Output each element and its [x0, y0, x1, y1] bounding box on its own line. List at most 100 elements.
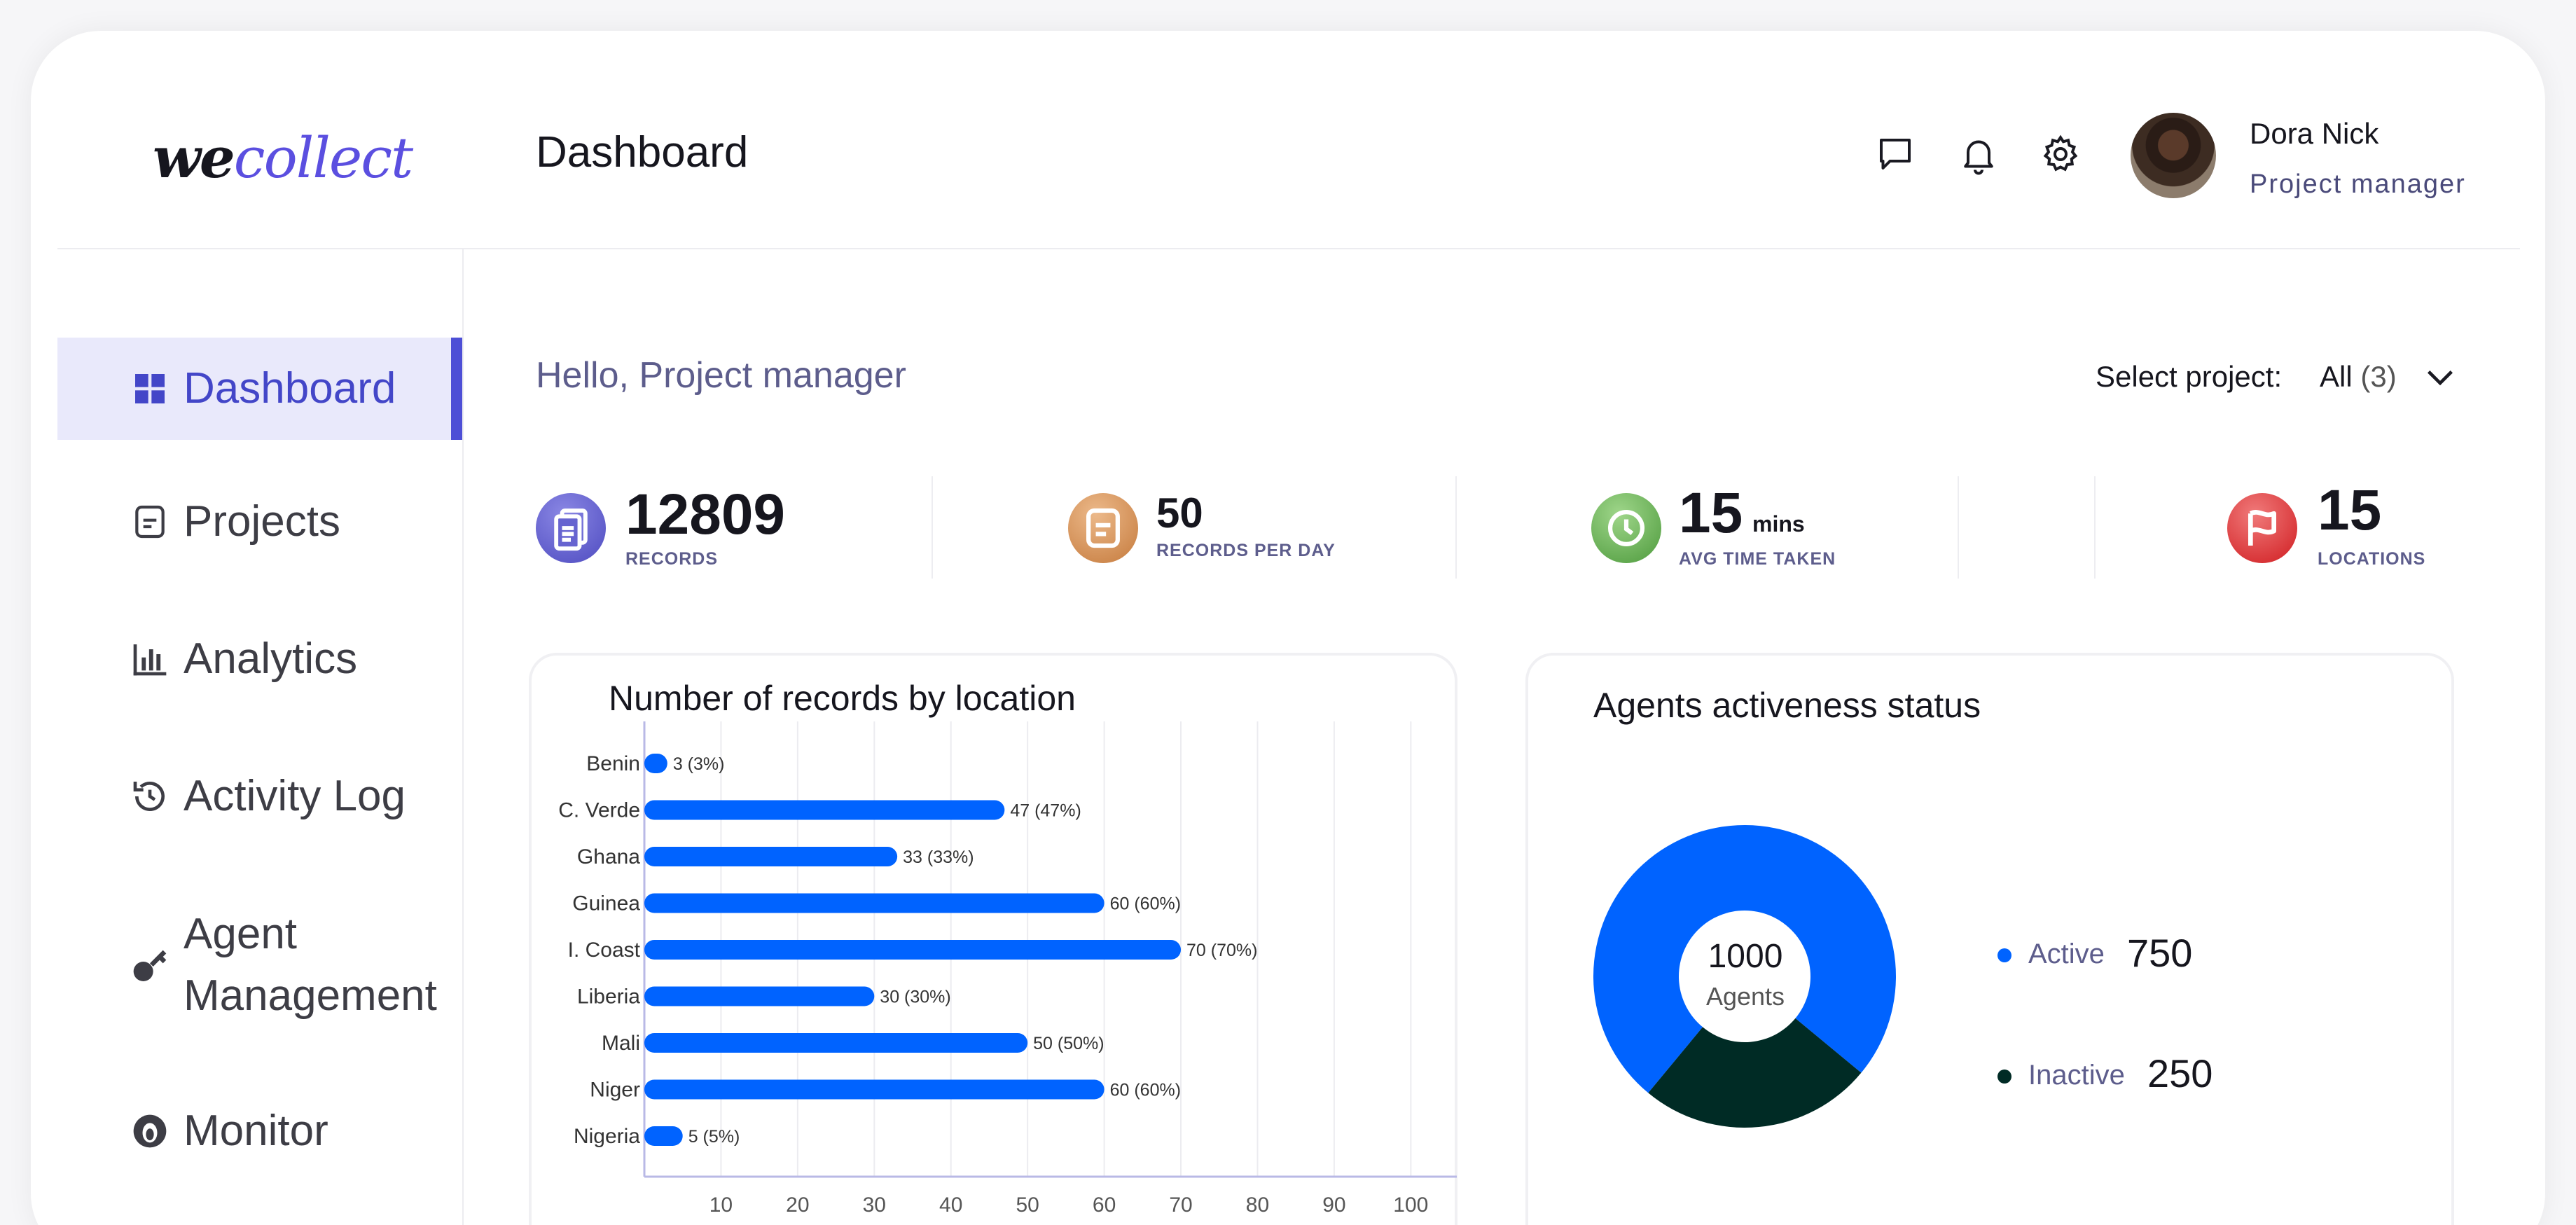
x-tick-label: 30 — [863, 1193, 886, 1217]
x-tick-label: 20 — [786, 1193, 809, 1217]
agents-total: 1000 — [1708, 938, 1783, 975]
legend-dot-inactive — [1997, 1070, 2011, 1084]
bar-chart-icon — [133, 644, 167, 676]
y-tick-label: Benin — [586, 752, 640, 775]
avg-time-label: AVG TIME TAKEN — [1679, 549, 1836, 569]
user-role: Project manager — [2250, 169, 2466, 199]
bar-data-label: 70 (70%) — [1186, 941, 1257, 960]
sidebar-item-label: Activity Log — [183, 772, 406, 820]
y-tick-label: Mali — [602, 1032, 640, 1055]
sidebar-item-label: Dashboard — [183, 364, 396, 413]
avg-time-unit: mins — [1752, 511, 1805, 537]
locations-value: 15 — [2318, 478, 2382, 542]
records-by-location-panel — [529, 653, 1457, 1225]
sidebar-item-monitor[interactable]: Monitor — [57, 1080, 462, 1182]
y-tick-label: Liberia — [577, 985, 640, 1009]
bar-ghana[interactable] — [644, 847, 898, 866]
bar-benin[interactable] — [644, 754, 667, 773]
wecollect-logo[interactable]: wecollect — [153, 125, 413, 191]
stat-divider — [932, 476, 933, 579]
records-chart-title: Number of records by location — [609, 679, 1076, 718]
bar-data-label: 33 (33%) — [903, 847, 974, 867]
legend-label-inactive: Inactive — [2028, 1060, 2125, 1091]
chat-icon[interactable] — [1874, 133, 1916, 175]
donut-slice-active[interactable] — [1593, 825, 1896, 1093]
eye-icon — [133, 1114, 167, 1148]
flag-icon — [2227, 493, 2297, 563]
bar-data-label: 30 (30%) — [880, 988, 950, 1007]
sidebar-item-agent-management[interactable]: Agent Management — [57, 897, 462, 1037]
stat-divider — [1455, 476, 1457, 579]
agents-chart-title: Agents activeness status — [1593, 686, 1981, 725]
bar-data-label: 50 (50%) — [1033, 1034, 1104, 1053]
records-bar-chart: 10 20 30 40 50 60 70 80 90 100 Benin 3 (3%) C. Verde… — [558, 721, 1457, 1217]
records-per-day-value: 50 — [1156, 490, 1203, 537]
x-tick-label: 70 — [1169, 1193, 1192, 1217]
bar-niger[interactable] — [644, 1079, 1105, 1100]
bar-nigeria[interactable] — [644, 1126, 683, 1146]
locations-label: LOCATIONS — [2318, 549, 2426, 569]
key-icon — [133, 950, 167, 981]
history-icon — [133, 782, 165, 811]
bar-liberia[interactable] — [644, 986, 875, 1006]
bell-icon[interactable] — [1958, 133, 2000, 175]
sidebar-item-label: Analytics — [183, 635, 358, 683]
bar-data-label: 5 (5%) — [688, 1127, 740, 1147]
sidebar-item-projects[interactable]: Projects — [57, 471, 462, 573]
bar-mali[interactable] — [644, 1033, 1028, 1053]
records-per-day-label: RECORDS PER DAY — [1156, 541, 1336, 560]
bar-data-label: 47 (47%) — [1010, 801, 1081, 821]
records-label: RECORDS — [625, 549, 719, 569]
y-tick-label: Niger — [590, 1079, 640, 1102]
sidebar-item-dashboard[interactable]: Dashboard — [57, 338, 462, 440]
y-tick-label: Nigeria — [574, 1125, 640, 1148]
bar-guinea[interactable] — [644, 893, 1105, 913]
agents-total-label: Agents — [1705, 982, 1785, 1011]
gear-icon[interactable] — [2040, 133, 2082, 175]
sidebar-item-label: Projects — [183, 497, 340, 546]
select-project-label: Select project: — [2096, 360, 2283, 393]
legend-dot-active — [1997, 948, 2011, 962]
chevron-down-icon[interactable] — [2421, 364, 2460, 392]
user-name: Dora Nick — [2250, 117, 2379, 150]
greeting: Hello, Project manager — [536, 355, 906, 396]
page-title: Dashboard — [536, 128, 749, 177]
sidebar-item-label: Monitor — [183, 1107, 328, 1155]
avg-time-value: 15 — [1679, 481, 1743, 545]
donut-slice-inactive[interactable] — [1648, 1018, 1862, 1128]
legend-value-inactive: 250 — [2147, 1051, 2213, 1095]
records-stat-icon — [536, 493, 606, 563]
records-value: 12809 — [625, 483, 786, 546]
clock-icon — [1591, 493, 1661, 563]
sidebar-divider — [462, 249, 464, 1225]
legend-label-active: Active — [2028, 939, 2105, 969]
y-tick-label: C. Verde — [558, 799, 640, 822]
sidebar-item-activity-log[interactable]: Activity Log — [57, 745, 462, 847]
select-project-dropdown[interactable]: All (3) — [2320, 360, 2397, 393]
bar-i-coast[interactable] — [644, 940, 1182, 960]
x-tick-label: 90 — [1322, 1193, 1345, 1217]
y-tick-label: I. Coast — [568, 939, 641, 962]
x-tick-label: 60 — [1093, 1193, 1116, 1217]
grid-icon — [135, 374, 165, 403]
x-tick-label: 100 — [1393, 1193, 1428, 1217]
header-divider — [57, 248, 2520, 249]
records-per-day-icon — [1068, 493, 1138, 563]
stat-divider — [1958, 476, 1959, 579]
bar-c-verde[interactable] — [644, 800, 1005, 820]
x-tick-label: 50 — [1016, 1193, 1039, 1217]
y-tick-label: Ghana — [577, 845, 640, 868]
avatar[interactable] — [2131, 113, 2216, 198]
bar-data-label: 60 (60%) — [1110, 894, 1181, 914]
x-tick-label: 80 — [1246, 1193, 1269, 1217]
bar-data-label: 3 (3%) — [673, 754, 725, 774]
stat-divider — [2094, 476, 2096, 579]
bar-data-label: 60 (60%) — [1110, 1081, 1181, 1100]
sidebar-item-analytics[interactable]: Analytics — [57, 608, 462, 710]
agents-donut-chart — [1593, 825, 1896, 1128]
sidebar-item-label: Agent — [183, 910, 298, 958]
x-tick-label: 40 — [939, 1193, 962, 1217]
legend-value-active: 750 — [2127, 931, 2193, 975]
sidebar-item-label-line2: Management — [183, 971, 437, 1020]
y-tick-label: Guinea — [572, 892, 640, 915]
